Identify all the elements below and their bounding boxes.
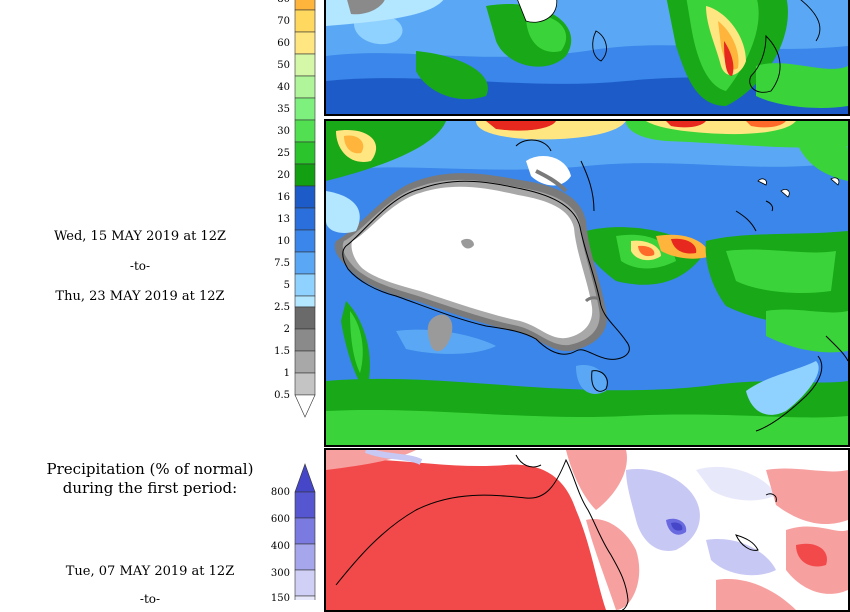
colorbar-swatch-1-5 [294,328,316,352]
percent-swatch-300 [294,569,316,597]
scale-label-60: 60 [277,38,290,49]
percent-label-400: 400 [270,541,290,552]
colorbar-swatch-50 [294,53,316,77]
percent-swatch-800 [294,491,316,519]
colorbar-swatch-25 [294,141,316,165]
percent-label-300: 300 [270,568,290,579]
percent-title-line1: Precipitation (% of normal) [46,460,254,478]
colorbar-swatch-70 [294,9,316,33]
percent-normal-map [324,448,850,612]
colorbar-swatch-13 [294,207,316,231]
period-separator: -to- [129,259,151,273]
period-start-label: Wed, 15 MAY 2019 at 12Z [53,229,227,244]
coastline-outline [342,139,848,432]
percent-map-coastline [335,454,777,610]
colorbar-swatch-30 [294,119,316,143]
percent-period-start-label: Tue, 07 MAY 2019 at 12Z [65,564,235,579]
colorbar-swatch-1 [294,350,316,374]
scale-label-2-5: 2.5 [274,302,290,313]
percent-swatch-600 [294,517,316,545]
scale-label-40: 40 [277,82,290,93]
scale-label-5: 5 [283,280,290,291]
percent-colorbar-top-triangle [294,463,316,493]
colorbar-swatch-2-5 [294,295,316,308]
percent-label-800: 800 [270,487,290,498]
scale-label-35: 35 [277,104,290,115]
colorbar-swatch-2 [294,306,316,330]
colorbar-swatch-40 [294,75,316,99]
scale-label-80: 80 [252,0,290,5]
period-end-label: Thu, 23 MAY 2019 at 12Z [55,289,225,304]
scale-label-16: 16 [277,192,290,203]
scale-label-30: 30 [277,126,290,137]
colorbar-end-triangle [294,394,316,418]
colorbar-swatch-80 [294,0,316,11]
colorbar-swatch-0-5 [294,372,316,396]
scale-label-13: 13 [277,214,290,225]
colorbar-swatch-10 [294,229,316,253]
scale-label-20: 20 [277,170,290,181]
percent-swatch-150 [294,595,316,600]
colorbar-swatch-7-5 [294,251,316,275]
percent-label-150: 150 [270,593,290,604]
scale-label-25: 25 [277,148,290,159]
precip-map-second-period [324,119,850,447]
colorbar-swatch-16 [294,185,316,209]
percent-colorbar [294,463,316,600]
percent-label-600: 600 [270,514,290,525]
scale-label-2: 2 [283,324,290,335]
scale-label-70: 70 [277,16,290,27]
scale-label-0-5: 0.5 [274,390,290,401]
colorbar-swatch-60 [294,31,316,55]
scale-label-10: 10 [277,236,290,247]
scale-label-7-5: 7.5 [274,258,290,269]
colorbar-swatch-5 [294,273,316,297]
scale-label-50: 50 [277,60,290,71]
precipitation-colorbar [294,0,316,418]
colorbar-swatch-35 [294,97,316,121]
percent-title-line2: during the first period: [62,479,238,497]
colorbar-swatch-20 [294,163,316,187]
percent-swatch-400 [294,543,316,571]
precip-map-first-period [324,0,850,116]
scale-label-1: 1 [283,368,290,379]
scale-label-1-5: 1.5 [274,346,290,357]
